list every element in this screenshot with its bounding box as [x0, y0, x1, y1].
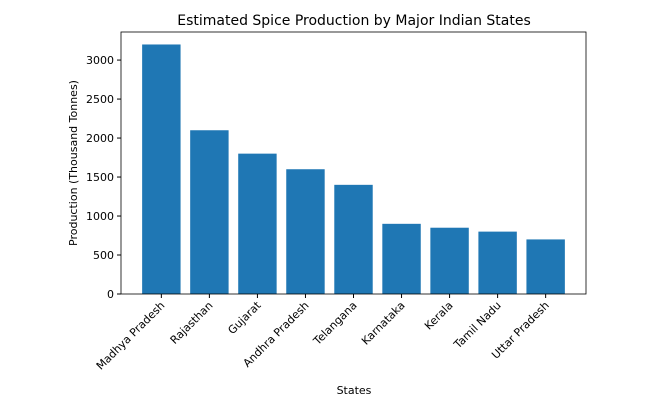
x-tick-label: Telangana	[310, 299, 359, 348]
bar	[142, 44, 181, 294]
bar	[382, 223, 421, 294]
x-tick-label: Karnataka	[359, 299, 408, 348]
bar	[190, 130, 229, 294]
x-axis-label: States	[337, 384, 372, 397]
y-tick-label: 1000	[86, 210, 114, 223]
x-tick-label: Rajasthan	[168, 299, 216, 347]
y-tick-label: 2500	[86, 93, 114, 106]
y-tick-label: 3000	[86, 54, 114, 67]
bar	[238, 153, 277, 294]
x-tick-label: Tamil Nadu	[451, 299, 504, 352]
x-tick-label: Gujarat	[225, 298, 264, 337]
y-tick-label: 2000	[86, 132, 114, 145]
bar	[526, 239, 565, 294]
bar	[478, 231, 517, 294]
y-tick-label: 0	[107, 288, 114, 301]
y-tick-label: 1500	[86, 171, 114, 184]
bar	[334, 184, 373, 294]
x-tick-label: Madhya Pradesh	[94, 299, 168, 373]
plot-frame	[120, 31, 587, 295]
bar	[286, 169, 325, 294]
x-tick-label: Kerala	[422, 299, 456, 333]
y-axis-label: Production (Thousand Tonnes)	[67, 80, 80, 246]
chart-title: Estimated Spice Production by Major Indi…	[177, 13, 531, 29]
bar	[430, 227, 469, 294]
y-tick-label: 500	[93, 249, 114, 262]
